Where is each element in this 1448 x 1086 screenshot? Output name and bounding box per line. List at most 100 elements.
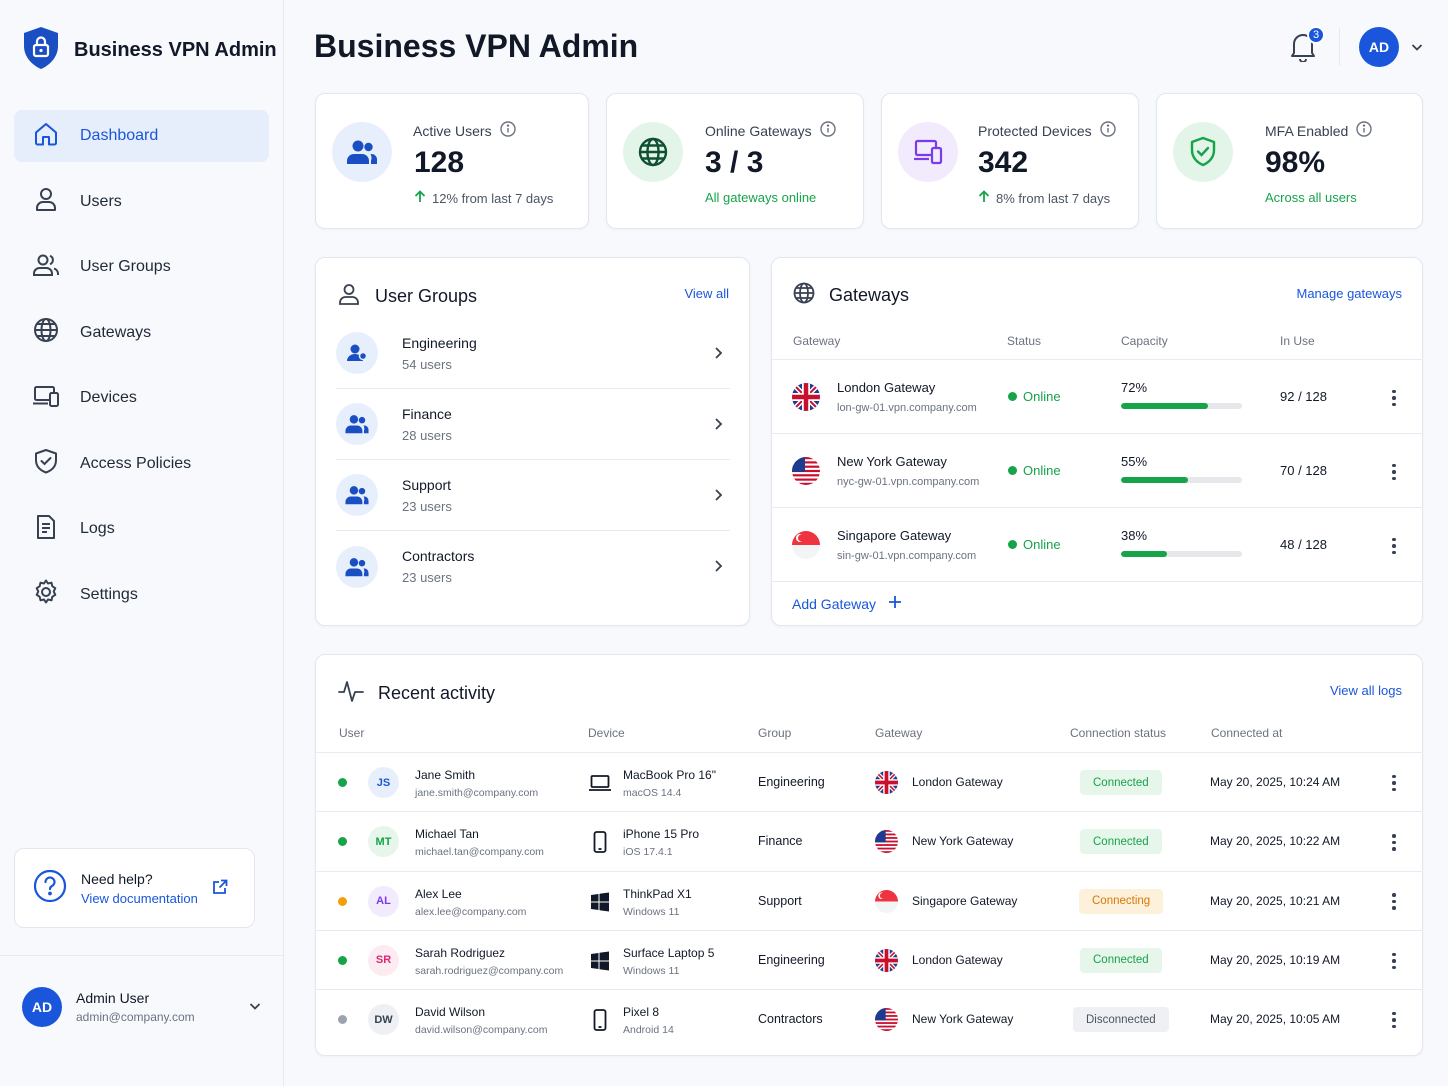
chevron-down-icon[interactable] xyxy=(1410,40,1424,59)
connected-at: May 20, 2025, 10:21 AM xyxy=(1210,893,1341,908)
more-options-icon[interactable] xyxy=(1384,462,1404,482)
status-badge: Connected xyxy=(1080,829,1162,855)
info-icon[interactable] xyxy=(819,121,836,140)
sidebar-item-devices[interactable]: Devices xyxy=(14,372,269,424)
stat-status: All gateways online xyxy=(705,190,817,205)
admin-account[interactable]: AD Admin User admin@company.com xyxy=(22,987,262,1027)
chevron-right-icon xyxy=(712,488,724,507)
stat-card-online-gateways: Online Gateways 3 / 3 All gateways onlin… xyxy=(606,93,864,229)
table-row[interactable]: SR Sarah Rodriguez sarah.rodriguez@company… xyxy=(316,929,1423,989)
view-documentation-link[interactable]: View documentation xyxy=(81,890,198,906)
table-row[interactable]: DW David Wilson david.wilson@company.com Pi… xyxy=(316,989,1423,1048)
recent-activity-panel: Recent activity View all logs User Devic… xyxy=(315,654,1423,1056)
panel-title: Recent activity xyxy=(338,679,495,708)
more-options-icon[interactable] xyxy=(1384,773,1404,793)
gateway-name: Singapore Gateway xyxy=(837,528,952,543)
add-gateway-button[interactable]: Add Gateway xyxy=(792,595,902,612)
connected-at: May 20, 2025, 10:19 AM xyxy=(1210,952,1341,967)
list-item[interactable]: Engineering 54 users xyxy=(336,318,730,389)
stat-label: Online Gateways xyxy=(705,121,836,140)
table-row[interactable]: Singapore Gateway sin-gw-01.vpn.company.… xyxy=(772,507,1423,581)
user-avatar-button[interactable]: AD xyxy=(1359,27,1399,67)
notifications-button[interactable]: 3 xyxy=(1289,26,1325,64)
table-row[interactable]: London Gateway lon-gw-01.vpn.company.com… xyxy=(772,359,1423,433)
presence-dot xyxy=(338,778,347,787)
manage-gateways-link[interactable]: Manage gateways xyxy=(1296,286,1402,301)
group-name: Support xyxy=(758,893,802,908)
gateway-name: New York Gateway xyxy=(837,454,947,469)
stat-value: 342 xyxy=(978,146,1029,179)
more-options-icon[interactable] xyxy=(1384,951,1404,971)
device-name: MacBook Pro 16" xyxy=(623,768,716,782)
stat-trend: 12% from last 7 days xyxy=(414,190,553,206)
shield-check-icon xyxy=(1173,122,1233,182)
group-count: 54 users xyxy=(402,356,452,372)
sidebar-item-dashboard[interactable]: Dashboard xyxy=(14,110,269,162)
user-name: David Wilson xyxy=(415,1005,486,1020)
connected-at: May 20, 2025, 10:05 AM xyxy=(1210,1012,1341,1027)
more-options-icon[interactable] xyxy=(1384,536,1404,556)
table-row[interactable]: JS Jane Smith jane.smith@company.com MacBoo… xyxy=(316,752,1423,811)
connected-at: May 20, 2025, 10:24 AM xyxy=(1210,775,1341,789)
more-options-icon[interactable] xyxy=(1384,388,1404,408)
avatar: DW xyxy=(368,1004,399,1036)
table-row[interactable]: New York Gateway nyc-gw-01.vpn.company.c… xyxy=(772,433,1423,507)
group-name: Contractors xyxy=(758,1012,823,1027)
stat-card-mfa-enabled: MFA Enabled 98% Across all users xyxy=(1156,93,1423,229)
list-item[interactable]: Support 23 users xyxy=(336,460,730,531)
view-all-logs-link[interactable]: View all logs xyxy=(1329,683,1402,698)
sidebar: Business VPN Admin Dashboard Users User … xyxy=(0,0,284,1086)
gateway-name: London Gateway xyxy=(912,775,1003,789)
list-item[interactable]: Finance 28 users xyxy=(336,389,730,460)
arrow-up-icon xyxy=(978,190,990,206)
device-os: macOS 14.4 xyxy=(623,787,682,799)
in-use-value: 48 / 128 xyxy=(1280,537,1327,552)
sidebar-item-access-policies[interactable]: Access Policies xyxy=(14,438,269,490)
user-email: sarah.rodriguez@company.com xyxy=(415,964,564,977)
document-icon xyxy=(32,513,60,546)
table-row[interactable]: AL Alex Lee alex.lee@company.com ThinkPad X… xyxy=(316,870,1423,930)
group-name: Support xyxy=(402,476,452,493)
presence-dot xyxy=(338,837,347,847)
brand[interactable]: Business VPN Admin xyxy=(22,26,277,75)
presence-dot xyxy=(338,955,347,965)
more-options-icon[interactable] xyxy=(1384,1010,1404,1030)
lock-shield-icon xyxy=(22,26,60,75)
list-item[interactable]: Contractors 23 users xyxy=(336,531,730,602)
info-icon[interactable] xyxy=(1099,121,1116,140)
sidebar-item-settings[interactable]: Settings xyxy=(14,569,269,621)
help-title: Need help? xyxy=(81,870,153,887)
column-header: In Use xyxy=(1280,334,1315,348)
info-icon[interactable] xyxy=(499,121,516,140)
sidebar-item-logs[interactable]: Logs xyxy=(14,503,269,555)
column-header: Gateway xyxy=(793,334,841,348)
external-link-icon[interactable] xyxy=(212,879,228,900)
help-card[interactable]: Need help? View documentation xyxy=(14,848,255,928)
stat-label: Protected Devices xyxy=(978,121,1116,140)
chevron-down-icon[interactable] xyxy=(248,999,262,1018)
column-header: Gateway xyxy=(875,726,923,740)
sidebar-item-label: Dashboard xyxy=(80,127,159,144)
group-name: Engineering xyxy=(402,334,477,351)
more-options-icon[interactable] xyxy=(1384,832,1404,852)
gateway-host: lon-gw-01.vpn.company.com xyxy=(837,402,977,414)
sidebar-item-gateways[interactable]: Gateways xyxy=(14,307,269,359)
brand-title: Business VPN Admin xyxy=(74,39,277,61)
status-badge: Online xyxy=(1008,389,1061,404)
group-count: 28 users xyxy=(402,427,452,443)
table-row[interactable]: MT Michael Tan michael.tan@company.com iPho… xyxy=(316,811,1423,870)
sidebar-item-users[interactable]: Users xyxy=(14,176,269,228)
device-os: Windows 11 xyxy=(623,905,680,918)
chevron-right-icon xyxy=(712,417,724,436)
sidebar-item-user-groups[interactable]: User Groups xyxy=(14,241,269,293)
capacity-value: 72% xyxy=(1121,380,1148,395)
info-icon[interactable] xyxy=(1356,121,1372,140)
stat-value: 98% xyxy=(1265,146,1326,179)
avatar: JS xyxy=(368,767,399,798)
more-options-icon[interactable] xyxy=(1384,892,1404,912)
capacity-bar-fill xyxy=(1121,477,1188,483)
capacity-bar xyxy=(1121,551,1242,557)
sidebar-item-label: Gateways xyxy=(80,323,152,341)
view-all-groups-link[interactable]: View all xyxy=(684,286,729,301)
device-os: iOS 17.4.1 xyxy=(623,846,673,859)
